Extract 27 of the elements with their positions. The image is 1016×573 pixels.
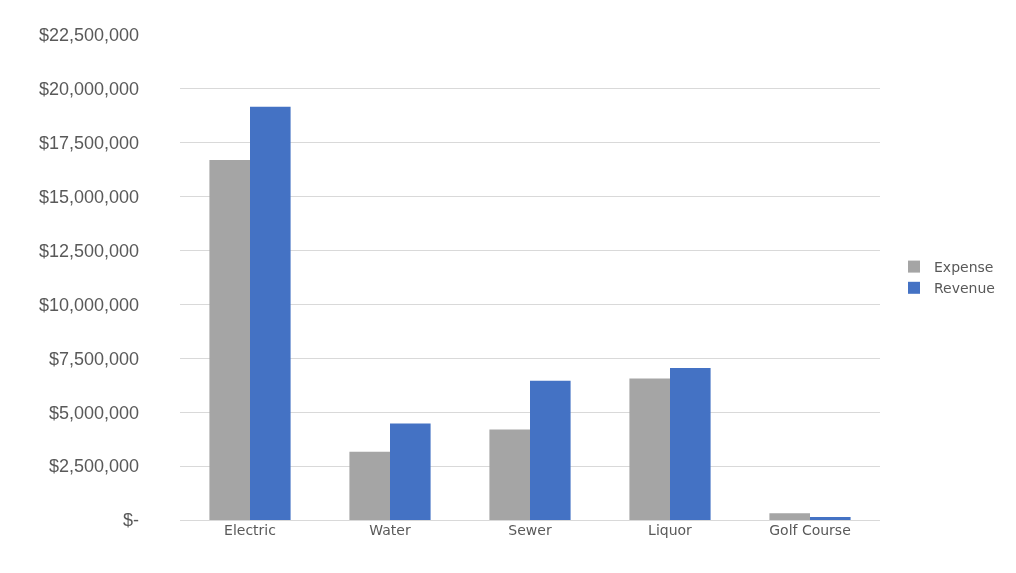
- x-tick-label: Electric: [224, 522, 276, 538]
- y-tick-label: $12,500,000: [38, 240, 139, 261]
- y-tick-label: $7,500,000: [48, 348, 139, 369]
- y-tick-label: $-: [122, 510, 139, 531]
- bar: [349, 451, 390, 520]
- legend-label: Revenue: [934, 280, 995, 297]
- bar: [390, 423, 431, 520]
- bar: [810, 516, 851, 520]
- y-tick-label: $2,500,000: [48, 456, 139, 477]
- x-tick-label: Liquor: [648, 522, 693, 538]
- y-tick-label: $20,000,000: [38, 79, 139, 100]
- legend-label: Expense: [934, 259, 994, 276]
- x-tick-label: Water: [369, 522, 411, 538]
- bar: [769, 513, 810, 520]
- x-tick-label: Golf Course: [769, 522, 851, 538]
- bar: [250, 106, 291, 520]
- bar: [629, 378, 670, 520]
- y-tick-label: $5,000,000: [48, 402, 139, 423]
- bar: [530, 380, 571, 520]
- bar: [489, 429, 530, 520]
- y-tick-label: $22,500,000: [38, 25, 139, 46]
- x-tick-label: Sewer: [508, 522, 552, 538]
- y-tick-label: $10,000,000: [38, 294, 139, 315]
- y-tick-label: $15,000,000: [38, 186, 139, 207]
- y-tick-label: $17,500,000: [38, 133, 139, 154]
- bar: [670, 368, 711, 520]
- bar: [209, 160, 250, 520]
